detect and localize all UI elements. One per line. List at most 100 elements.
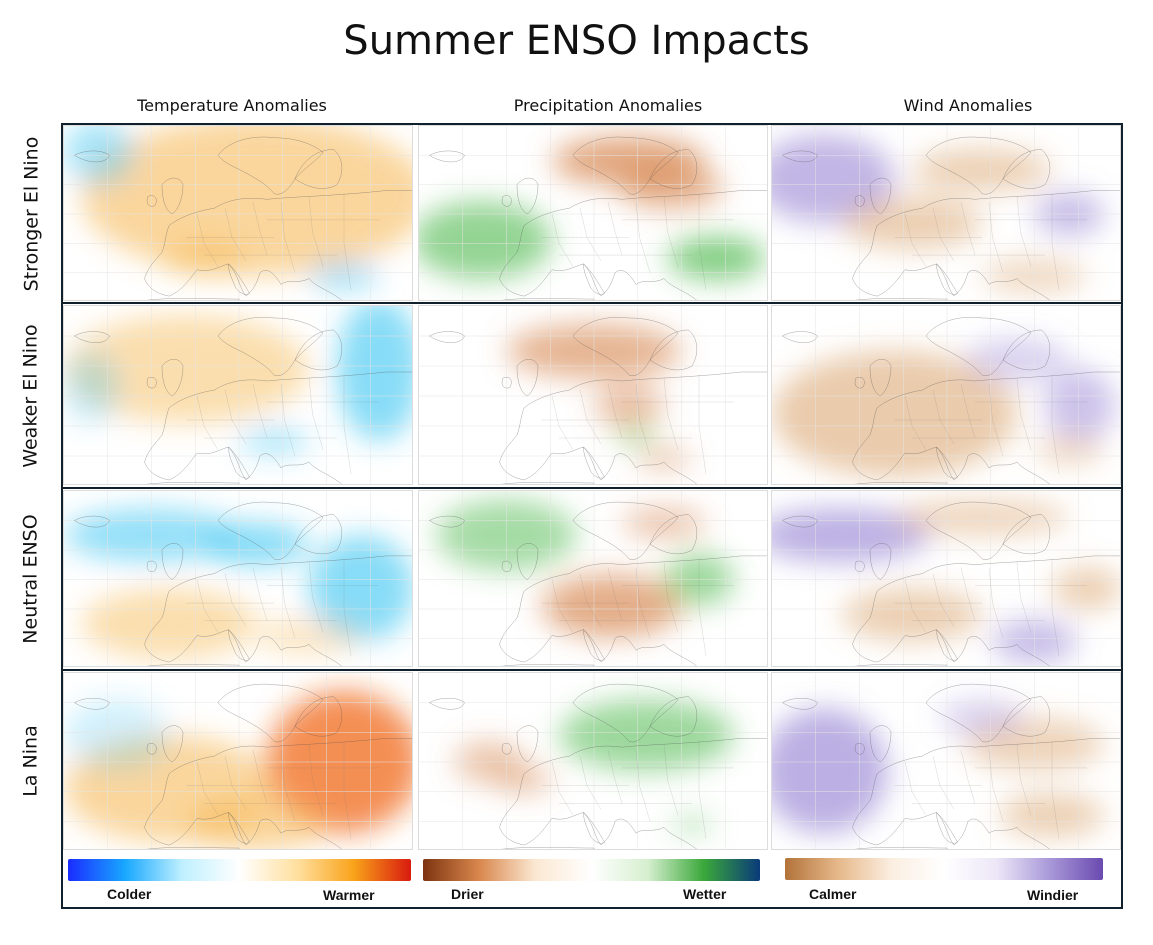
country-border: [281, 384, 295, 456]
country-border: [281, 750, 295, 821]
coastline: [162, 543, 183, 579]
country-border: [197, 580, 218, 633]
coastline: [870, 726, 891, 762]
country-border: [1052, 741, 1059, 839]
coastline: [134, 664, 239, 667]
coastline: [1003, 330, 1050, 370]
coastline: [295, 697, 342, 736]
country-border: [699, 741, 706, 839]
chart-title: Summer ENSO Impacts: [343, 18, 810, 64]
coastline: [842, 298, 947, 301]
country-border: [552, 580, 573, 633]
coastlines: [783, 137, 1122, 301]
anomaly-region: [772, 134, 895, 223]
country-border: [699, 559, 706, 656]
country-border: [905, 762, 926, 815]
coastline: [937, 447, 958, 478]
anomaly-region: [1034, 435, 1105, 465]
coastline: [430, 332, 465, 343]
coastline: [650, 515, 697, 554]
coastline: [650, 697, 697, 736]
country-border: [699, 193, 706, 290]
coastlines: [430, 317, 769, 485]
coastline: [75, 332, 110, 343]
anomaly-region: [772, 708, 888, 834]
coastline: [584, 630, 605, 661]
coastline: [147, 377, 156, 388]
coastline: [145, 191, 414, 301]
anomaly-region: [419, 201, 552, 280]
column-header-temperature: Temperature Anomalies: [137, 96, 327, 115]
coastline: [1003, 697, 1050, 736]
coastline: [855, 743, 864, 754]
coastline: [500, 191, 769, 301]
map-panel-wind-la-nina: [771, 672, 1121, 850]
anomaly-region: [1052, 567, 1120, 610]
anomaly-region: [772, 508, 930, 562]
map-panel-temperature-stronger-el-nino: [63, 125, 413, 301]
anomaly-region: [940, 699, 1024, 736]
country-border: [905, 396, 926, 450]
country-border: [989, 568, 1003, 639]
coastline: [517, 543, 538, 579]
coastline: [162, 359, 183, 396]
coastline: [134, 298, 239, 301]
coastline: [783, 516, 818, 527]
anomaly-region: [309, 261, 379, 290]
coastline: [229, 447, 250, 478]
coastline: [229, 264, 250, 294]
country-border: [961, 568, 975, 621]
country-border: [344, 741, 351, 839]
temperature-legend-high-label: Warmer: [323, 887, 375, 903]
country-border: [1052, 375, 1059, 474]
precipitation-legend-low-label: Drier: [451, 886, 484, 902]
anomaly-region: [594, 383, 664, 427]
coastline: [855, 561, 864, 572]
anomaly-region: [618, 166, 724, 209]
coastline: [162, 178, 183, 214]
temperature-legend-colorbar: [68, 859, 411, 881]
map-panel-precipitation-la-nina: [418, 672, 768, 850]
coastline: [295, 515, 342, 554]
coastlines: [75, 502, 414, 667]
coastlines: [783, 684, 1122, 850]
country-border: [608, 202, 622, 255]
anomaly-region: [894, 499, 1070, 536]
coastlines: [75, 137, 414, 301]
anomaly-region: [667, 236, 766, 280]
coastline: [842, 482, 947, 485]
country-border: [281, 202, 295, 272]
coastline: [853, 191, 1122, 301]
coastline: [853, 372, 1122, 485]
coastline: [75, 516, 110, 527]
coastlines: [75, 684, 414, 850]
coastlines: [430, 137, 769, 301]
europe-anomaly-map: [772, 126, 1122, 301]
country-border: [1052, 559, 1059, 656]
wind-legend-colorbar: [785, 858, 1103, 880]
row-header-neutral-enso: Neutral ENSO: [0, 488, 62, 670]
country-border: [905, 580, 926, 633]
country-border: [961, 750, 975, 803]
coastline: [500, 372, 769, 485]
country-border: [636, 750, 650, 821]
europe-anomaly-map: [64, 491, 414, 667]
coastline: [147, 743, 156, 754]
coastline: [855, 196, 864, 207]
coastline: [295, 330, 342, 370]
coastline: [489, 664, 594, 667]
europe-anomaly-map: [64, 126, 414, 301]
country-border: [608, 384, 622, 438]
coastline: [162, 726, 183, 762]
country-border: [989, 202, 1003, 272]
map-panel-precipitation-weaker-el-nino: [418, 305, 768, 485]
anomaly-region: [1045, 369, 1115, 441]
coastline: [489, 847, 594, 850]
country-border: [636, 568, 650, 639]
country-border: [253, 750, 267, 803]
coastline: [842, 847, 947, 850]
anomaly-region: [999, 794, 1105, 837]
anomaly-region: [162, 240, 246, 276]
wind-legend-low-label: Calmer: [809, 886, 857, 902]
coastline: [147, 196, 156, 207]
